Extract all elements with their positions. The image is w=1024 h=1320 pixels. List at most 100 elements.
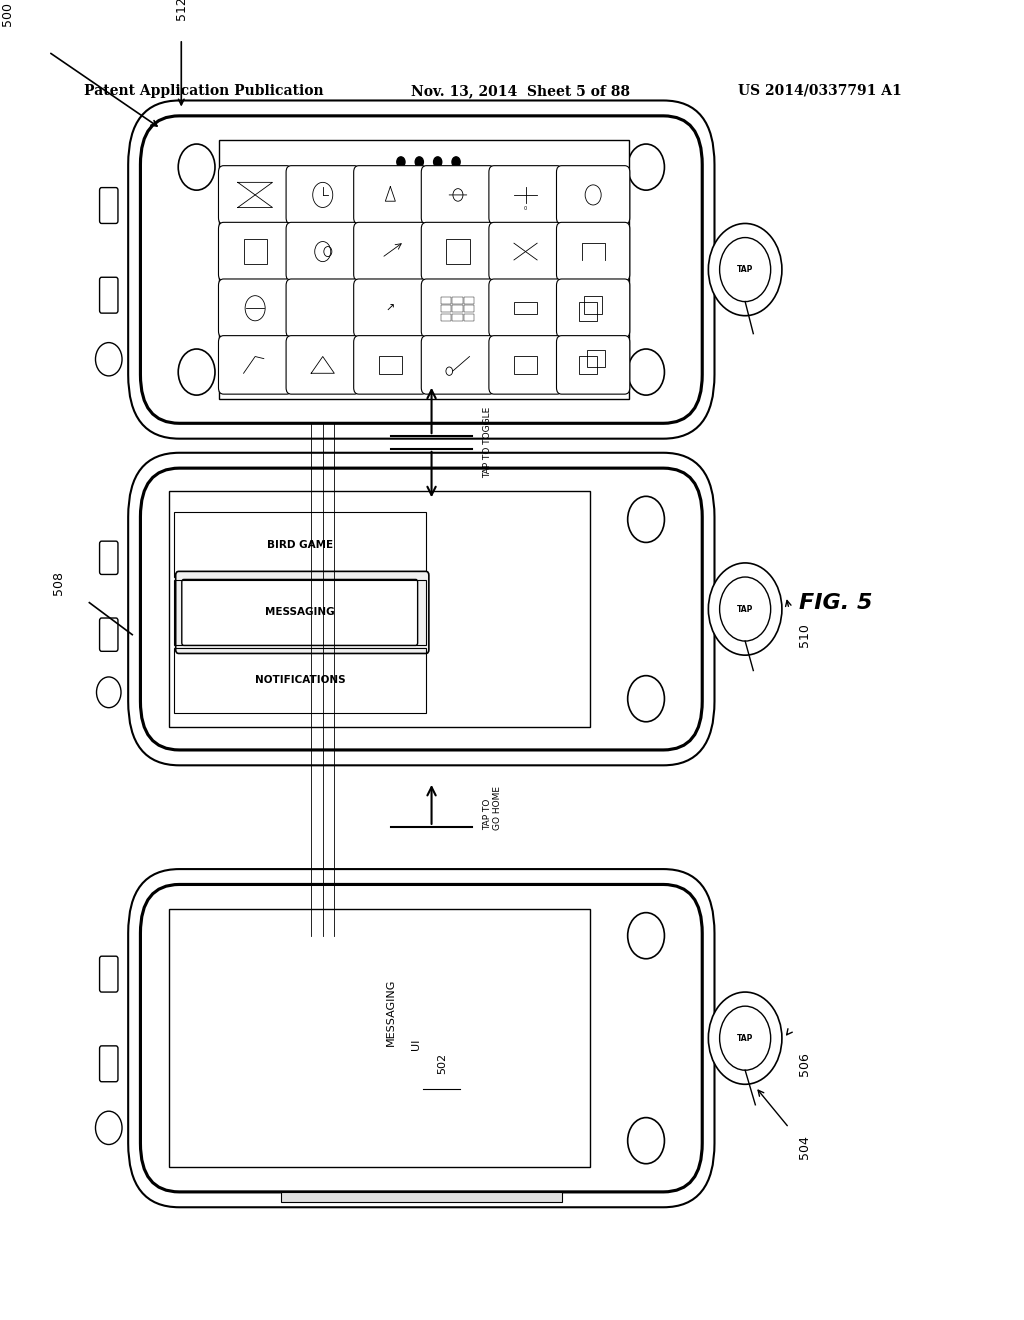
Text: 506: 506 (798, 1052, 811, 1076)
Text: NOTIFICATIONS: NOTIFICATIONS (255, 675, 345, 685)
Circle shape (433, 157, 441, 168)
Bar (453, 314, 463, 321)
Circle shape (96, 677, 121, 708)
Circle shape (628, 496, 665, 543)
FancyBboxPatch shape (99, 187, 118, 223)
Text: 508: 508 (52, 572, 66, 595)
FancyBboxPatch shape (99, 541, 118, 574)
Circle shape (709, 993, 782, 1084)
FancyBboxPatch shape (218, 166, 292, 224)
Bar (514, 302, 538, 314)
Bar (464, 314, 474, 321)
FancyBboxPatch shape (182, 579, 418, 645)
Text: TAP: TAP (737, 265, 754, 275)
FancyBboxPatch shape (556, 222, 630, 281)
FancyBboxPatch shape (421, 335, 495, 395)
FancyBboxPatch shape (488, 166, 562, 224)
Bar (453, 297, 463, 304)
FancyBboxPatch shape (218, 222, 292, 281)
Text: 510: 510 (798, 623, 811, 647)
Bar (585, 296, 602, 314)
Text: 502: 502 (437, 1053, 446, 1074)
Text: ↗: ↗ (386, 304, 395, 313)
Circle shape (452, 157, 460, 168)
FancyBboxPatch shape (99, 1045, 118, 1081)
Bar (174, 648, 426, 713)
Bar (219, 140, 629, 399)
FancyBboxPatch shape (140, 469, 702, 750)
Circle shape (720, 238, 771, 301)
Circle shape (95, 1111, 122, 1144)
Text: Nov. 13, 2014  Sheet 5 of 88: Nov. 13, 2014 Sheet 5 of 88 (411, 84, 630, 98)
Bar (281, 1192, 562, 1203)
Circle shape (178, 1118, 215, 1164)
Text: 0: 0 (524, 206, 527, 211)
Circle shape (720, 577, 771, 642)
FancyBboxPatch shape (286, 166, 359, 224)
FancyBboxPatch shape (421, 166, 495, 224)
Bar (379, 356, 401, 374)
Bar (174, 579, 426, 645)
FancyBboxPatch shape (140, 884, 702, 1192)
Text: UI: UI (412, 1039, 421, 1051)
FancyBboxPatch shape (99, 618, 118, 651)
Circle shape (178, 912, 215, 958)
FancyBboxPatch shape (218, 279, 292, 338)
FancyBboxPatch shape (140, 116, 702, 424)
FancyBboxPatch shape (353, 335, 427, 395)
Bar (514, 356, 538, 374)
Bar (244, 239, 266, 264)
FancyBboxPatch shape (286, 279, 359, 338)
Circle shape (709, 223, 782, 315)
Text: US 2014/0337791 A1: US 2014/0337791 A1 (738, 84, 902, 98)
FancyBboxPatch shape (99, 277, 118, 313)
Bar (169, 491, 590, 727)
FancyBboxPatch shape (421, 222, 495, 281)
FancyBboxPatch shape (353, 166, 427, 224)
Bar (453, 305, 463, 313)
Bar (580, 302, 597, 321)
FancyBboxPatch shape (218, 335, 292, 395)
Text: 500: 500 (1, 3, 14, 26)
Circle shape (628, 348, 665, 395)
FancyBboxPatch shape (99, 956, 118, 993)
Text: Patent Application Publication: Patent Application Publication (84, 84, 324, 98)
FancyBboxPatch shape (353, 222, 427, 281)
Bar (440, 314, 452, 321)
Circle shape (709, 562, 782, 655)
Text: 512: 512 (175, 0, 187, 20)
Text: TAP TO TOGGLE: TAP TO TOGGLE (482, 407, 492, 478)
Bar (440, 305, 452, 313)
FancyBboxPatch shape (286, 335, 359, 395)
Text: BIRD GAME: BIRD GAME (267, 540, 333, 550)
FancyBboxPatch shape (488, 335, 562, 395)
Bar (464, 297, 474, 304)
Circle shape (178, 144, 215, 190)
Bar (580, 356, 597, 374)
Bar (440, 297, 452, 304)
FancyBboxPatch shape (488, 222, 562, 281)
Bar (174, 512, 426, 577)
Circle shape (178, 348, 215, 395)
Text: TAP TO
GO HOME: TAP TO GO HOME (482, 785, 502, 829)
FancyBboxPatch shape (353, 279, 427, 338)
Circle shape (720, 1006, 771, 1071)
FancyBboxPatch shape (556, 335, 630, 395)
FancyBboxPatch shape (286, 222, 359, 281)
Circle shape (415, 157, 423, 168)
Circle shape (628, 912, 665, 958)
Text: MESSAGING: MESSAGING (386, 979, 395, 1047)
Circle shape (628, 1118, 665, 1164)
Bar (446, 239, 470, 264)
Text: MESSAGING: MESSAGING (265, 607, 335, 618)
FancyBboxPatch shape (488, 279, 562, 338)
Text: 504: 504 (798, 1135, 811, 1159)
Circle shape (178, 496, 215, 543)
Bar (588, 350, 605, 367)
Text: FIG. 5: FIG. 5 (800, 593, 872, 612)
Bar (169, 909, 590, 1167)
Circle shape (628, 676, 665, 722)
Circle shape (95, 343, 122, 376)
Text: TAP: TAP (737, 605, 754, 614)
Bar (464, 305, 474, 313)
